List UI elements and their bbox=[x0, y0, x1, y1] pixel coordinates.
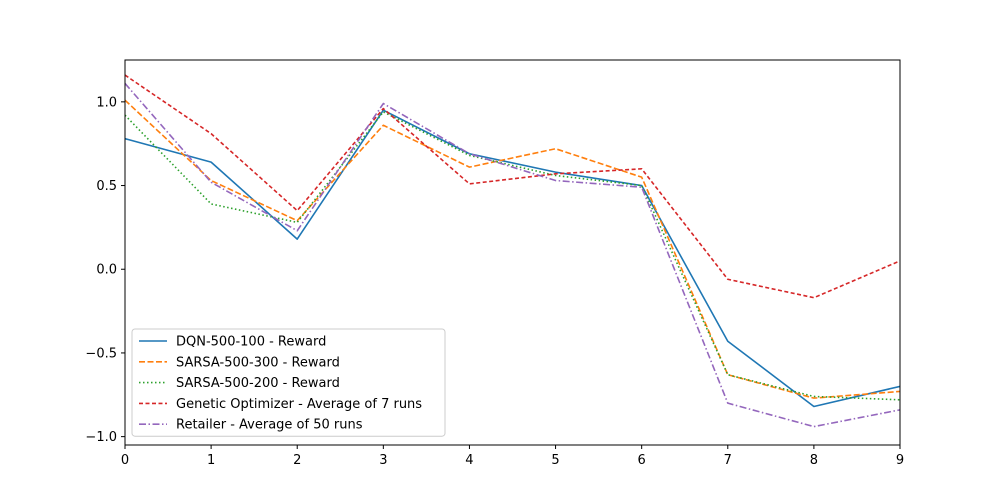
legend-label-2: SARSA-500-300 - Reward bbox=[176, 355, 340, 370]
y-tick-label: −1.0 bbox=[85, 430, 117, 445]
series-line-2 bbox=[125, 99, 900, 399]
x-tick-label: 2 bbox=[293, 453, 301, 468]
series-line-5 bbox=[125, 82, 900, 428]
x-tick-label: 9 bbox=[896, 453, 904, 468]
series-layer bbox=[125, 74, 900, 428]
axes-layer: 0 1 2 3 4 5 6 7 8 9 −1.0 −0.5 0.0 0.5 1.0 bbox=[85, 95, 904, 468]
x-tick-label: 0 bbox=[121, 453, 129, 468]
series-line-4 bbox=[125, 74, 900, 299]
x-tick-label: 6 bbox=[638, 453, 646, 468]
y-tick-label: 0.5 bbox=[96, 179, 117, 194]
x-tick-label: 7 bbox=[724, 453, 732, 468]
legend-box bbox=[131, 328, 446, 437]
legend-label-1: DQN-500-100 - Reward bbox=[176, 335, 326, 350]
y-tick-label: 1.0 bbox=[96, 95, 117, 110]
y-tick-label: −0.5 bbox=[85, 346, 117, 361]
legend: DQN-500-100 - Reward SARSA-500-300 - Rewa… bbox=[131, 328, 446, 437]
plot-frame bbox=[124, 59, 901, 446]
legend-label-4: Genetic Optimizer - Average of 7 runs bbox=[176, 397, 422, 412]
x-tick-label: 1 bbox=[207, 453, 215, 468]
y-tick-label: 0.0 bbox=[96, 263, 117, 278]
x-tick-label: 8 bbox=[810, 453, 818, 468]
x-tick-label: 4 bbox=[465, 453, 473, 468]
x-tick-label: 5 bbox=[551, 453, 559, 468]
legend-label-5: Retailer - Average of 50 runs bbox=[176, 418, 363, 433]
legend-label-3: SARSA-500-200 - Reward bbox=[176, 376, 340, 391]
x-tick-label: 3 bbox=[379, 453, 387, 468]
series-line-3 bbox=[125, 111, 900, 401]
